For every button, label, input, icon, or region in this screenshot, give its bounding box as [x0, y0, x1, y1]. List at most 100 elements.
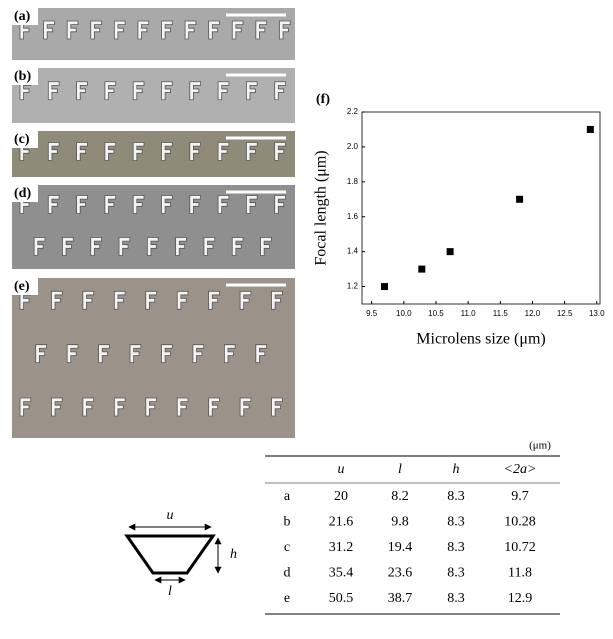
table: (μm) u l h <2a> a 20 8.2 8.3 9.7 b 21.6 9.8 8.3 10.28… — [265, 440, 560, 615]
feature — [239, 290, 252, 310]
feature — [66, 20, 79, 40]
point — [586, 125, 594, 133]
l-label: l — [168, 584, 172, 599]
cell: 9.7 — [511, 489, 529, 504]
feature — [76, 195, 88, 214]
feature — [274, 142, 286, 161]
point — [446, 248, 454, 256]
y-tick-label: 1.8 — [347, 177, 359, 186]
feature — [161, 81, 173, 101]
cell: 38.7 — [388, 591, 413, 606]
feature — [82, 397, 95, 417]
trapezoid-diagram: u h l — [124, 508, 237, 599]
x-tick-label: 13.0 — [589, 309, 605, 318]
feature — [137, 20, 150, 40]
feature — [47, 81, 60, 101]
x-tick-label: 10.5 — [428, 309, 444, 318]
table-unit: (μm) — [529, 440, 551, 452]
feature — [104, 81, 117, 101]
x-tick-label: 12.5 — [557, 309, 573, 318]
feature — [246, 81, 258, 101]
col-header: l — [398, 462, 402, 477]
feature — [62, 237, 74, 256]
feature — [223, 344, 236, 364]
y-tick-label: 2.0 — [347, 142, 359, 151]
feature — [129, 344, 142, 364]
feature — [146, 237, 159, 256]
cell: 8.2 — [391, 489, 409, 504]
feature — [217, 142, 230, 161]
feature — [279, 20, 291, 40]
cell: 8.3 — [447, 540, 465, 555]
feature — [184, 20, 197, 40]
feature — [246, 142, 258, 161]
point — [418, 265, 426, 273]
feature — [51, 290, 63, 310]
x-tick-label: 9.5 — [366, 309, 378, 318]
feature — [217, 195, 230, 214]
label-box — [12, 185, 38, 202]
feature — [145, 397, 157, 417]
panel-label: (d) — [14, 186, 31, 201]
feature — [33, 237, 46, 256]
col-header: u — [338, 462, 345, 477]
feature — [208, 20, 220, 40]
x-tick-label: 12.0 — [525, 309, 541, 318]
cell: 21.6 — [329, 515, 354, 530]
cell: 8.3 — [447, 566, 465, 581]
cell: d — [284, 566, 291, 581]
feature — [43, 20, 55, 40]
cell: a — [284, 489, 291, 504]
feature — [90, 20, 102, 40]
feature — [260, 237, 272, 256]
u-label: u — [167, 508, 174, 523]
feature — [98, 344, 110, 364]
x-tick-label: 11.5 — [493, 309, 509, 318]
feature — [192, 344, 205, 364]
feature — [35, 344, 47, 364]
feature — [51, 397, 63, 417]
feature — [271, 290, 283, 310]
y-tick-label: 2.2 — [347, 107, 359, 116]
feature — [118, 237, 131, 256]
cell: 8.3 — [447, 515, 465, 530]
feature — [274, 81, 286, 101]
feature — [82, 290, 95, 310]
panel-label: (b) — [14, 69, 31, 84]
feature — [113, 20, 126, 40]
y-tick-label: 1.6 — [347, 212, 359, 221]
feature — [90, 237, 102, 256]
cell: 12.9 — [508, 591, 533, 606]
h-label: h — [230, 547, 237, 562]
feature — [189, 195, 201, 214]
cell: 10.28 — [504, 515, 536, 530]
feature — [189, 81, 201, 101]
cell: 20 — [334, 489, 348, 504]
feature — [246, 195, 258, 214]
feature — [19, 397, 32, 417]
panel-label: (a) — [14, 9, 31, 24]
cell: 8.3 — [447, 489, 465, 504]
feature — [217, 81, 230, 101]
feature — [271, 397, 283, 417]
feature — [189, 142, 201, 161]
feature — [145, 290, 157, 310]
label-box — [12, 68, 38, 85]
col-header: <2a> — [504, 462, 537, 477]
feature — [47, 142, 60, 161]
feature — [203, 237, 216, 256]
feature — [161, 195, 173, 214]
cell: 10.72 — [504, 540, 536, 555]
feature — [113, 290, 126, 310]
panel-label: (c) — [14, 132, 30, 147]
feature — [208, 290, 220, 310]
feature — [132, 195, 145, 214]
x-tick-label: 11.0 — [461, 309, 477, 318]
cell: 50.5 — [329, 591, 354, 606]
feature — [161, 142, 173, 161]
scatter-chart: 9.5 10.0 10.5 11.0 11.5 12.0 12.5 13.0 1.2 1.4 1.6… — [313, 92, 605, 347]
feature — [176, 290, 189, 310]
cell: b — [284, 515, 291, 530]
label-box — [12, 278, 38, 295]
